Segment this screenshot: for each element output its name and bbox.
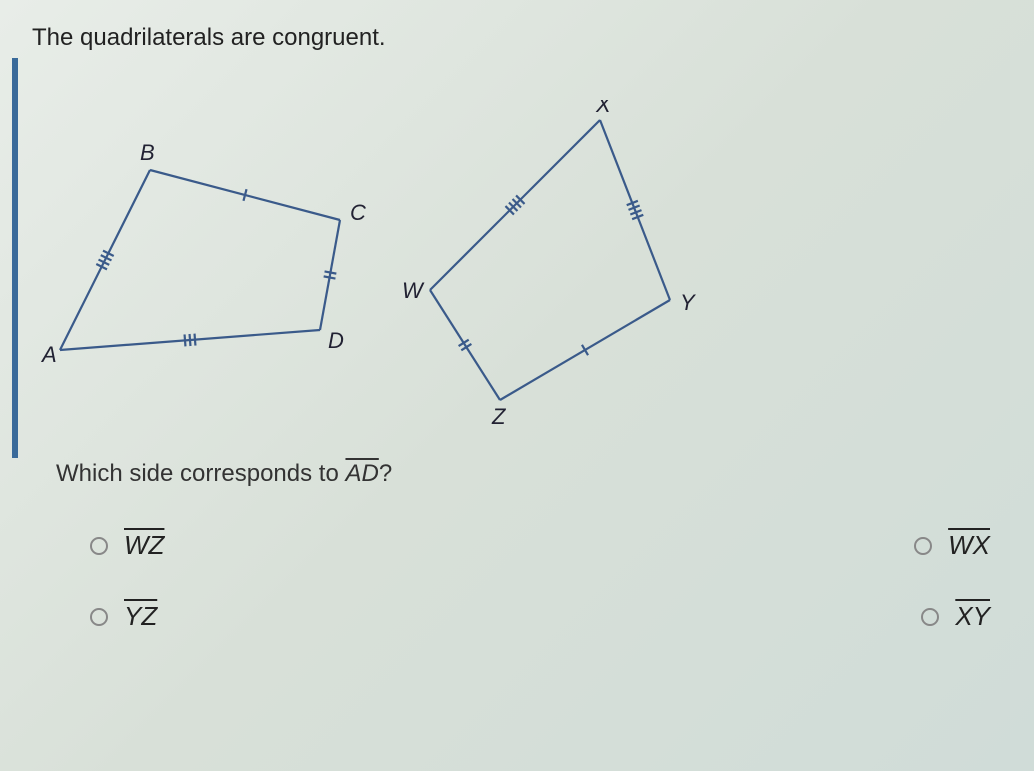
svg-text:Y: Y: [680, 290, 696, 315]
accent-bar: [12, 58, 18, 458]
option-label: WZ: [124, 530, 164, 561]
quadrilaterals-diagram: A B C D W X Y Z: [40, 100, 740, 430]
radio-icon: [914, 537, 932, 555]
answer-options: WZ WX YZ XY: [90, 530, 990, 672]
figures: ABCDWXYZ: [40, 100, 740, 420]
radio-icon: [921, 608, 939, 626]
radio-icon: [90, 537, 108, 555]
option-row-1: WZ WX: [90, 530, 990, 561]
question-segment: AD: [345, 460, 378, 487]
question-suffix: ?: [379, 460, 392, 487]
option-label: WX: [948, 530, 990, 561]
question-prefix: Which side corresponds to: [56, 460, 345, 487]
option-xy[interactable]: XY: [921, 601, 990, 632]
question-text: Which side corresponds to AD?: [56, 460, 392, 488]
svg-text:D: D: [328, 328, 344, 353]
option-wz[interactable]: WZ: [90, 530, 164, 561]
svg-text:W: W: [402, 278, 425, 303]
svg-text:X: X: [595, 100, 612, 117]
svg-text:B: B: [140, 140, 155, 165]
page: The quadrilaterals are congruent. ABCDWX…: [0, 0, 1034, 771]
option-yz[interactable]: YZ: [90, 601, 157, 632]
option-row-2: YZ XY: [90, 601, 990, 632]
svg-text:C: C: [350, 200, 366, 225]
option-label: XY: [955, 601, 990, 632]
svg-text:A: A: [40, 342, 57, 367]
svg-text:Z: Z: [491, 404, 507, 429]
option-label: YZ: [124, 601, 157, 632]
option-wx[interactable]: WX: [914, 530, 990, 561]
radio-icon: [90, 608, 108, 626]
page-title: The quadrilaterals are congruent.: [32, 24, 386, 52]
